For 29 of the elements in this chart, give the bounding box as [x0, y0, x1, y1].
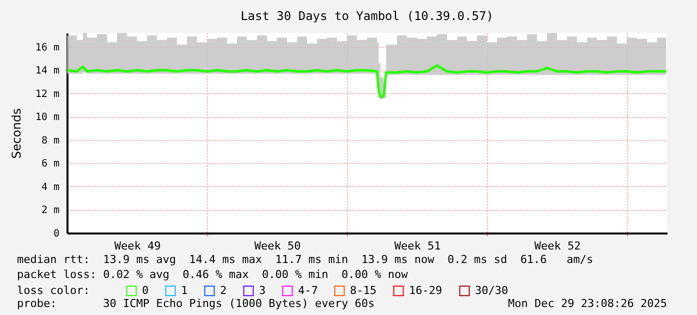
legend-label: 4-7 [298, 284, 318, 297]
legend-label: 1 [181, 284, 188, 297]
text: probe: 30 ICMP Echo Pings (1000 Bytes) every 60s [17, 297, 375, 310]
y-tick-label: 4 m [41, 182, 60, 193]
x-tick-label: Week 51 [394, 240, 441, 252]
line-series [66, 64, 668, 98]
text: packet loss: 0.02 % avg 0.46 % max 0.00 % min 0.00 % now [17, 268, 408, 281]
y-tick-label: 2 m [41, 205, 60, 216]
y-axis-title: Seconds [9, 108, 24, 159]
legend-title: loss color: [17, 284, 90, 297]
legend-label: 8-15 [350, 284, 376, 297]
legend-label: 16-29 [409, 284, 442, 297]
y-tick-label: 0 [53, 228, 60, 240]
legend-label: 0 [142, 284, 149, 297]
y-tick-label: 16 m [35, 42, 60, 54]
x-tick-label: Week 50 [254, 240, 301, 252]
text: median rtt: 13.9 ms avg 14.4 ms max 11.7 ms min 13.9 ms now 0.2 ms sd 61.6 am/s [17, 253, 594, 266]
legend-label: 3 [259, 284, 266, 297]
y-tick-label: 10 m [35, 112, 60, 124]
y-tick-label: 6 m [41, 158, 60, 170]
text: Mon Dec 29 23:08:26 2025 [508, 297, 667, 310]
legend-label: 2 [220, 284, 227, 297]
y-tick-label: 12 m [35, 88, 60, 100]
x-tick-label: Week 52 [534, 240, 581, 252]
y-tick-label: 8 m [41, 135, 60, 146]
x-tick-label: Week 49 [114, 240, 161, 252]
legend-label: 30/30 [475, 284, 508, 297]
chart-title: Last 30 Days to Yambol (10.39.0.57) [240, 9, 494, 23]
y-tick-label: 14 m [35, 66, 60, 77]
